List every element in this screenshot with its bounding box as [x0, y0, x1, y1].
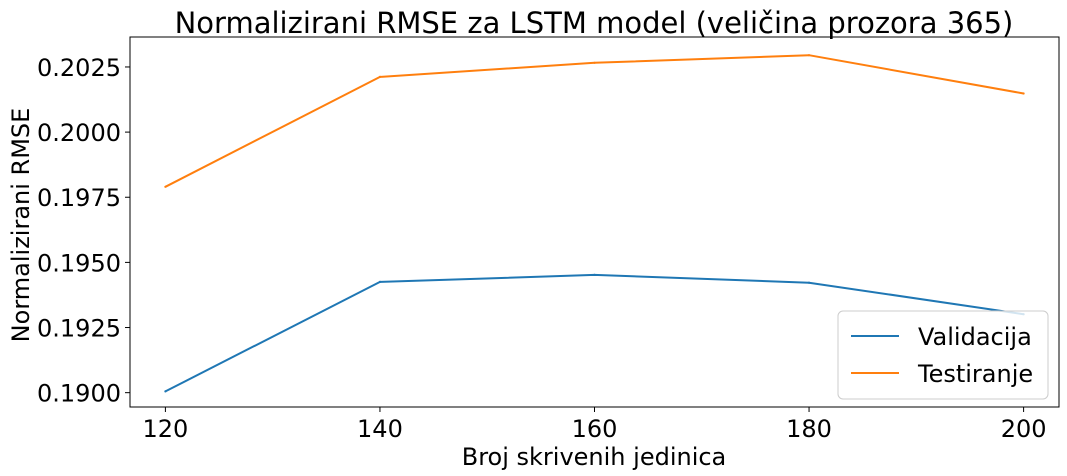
plot-area: 120 140 160 180 200 0.1900 0.1925 0.1950 0.1975 0…: [37, 36, 1060, 443]
legend: Validacija Testiranje: [837, 310, 1049, 400]
legend-label-testiranje: Testiranje: [917, 360, 1033, 388]
series-line-testiranje: [164, 54, 1024, 188]
legend-box: [837, 310, 1049, 400]
data-point-testiranje: [1022, 92, 1025, 95]
y-tick-label: 0.1925: [37, 315, 121, 343]
data-point-validacija: [164, 390, 167, 393]
x-tick-label: 200: [1001, 415, 1047, 443]
y-axis-label: Normalizirani RMSE: [7, 108, 35, 343]
data-point-testiranje: [378, 75, 382, 78]
data-point-validacija: [378, 280, 382, 283]
y-tick-label: 0.2025: [37, 54, 121, 82]
chart-title: Normalizirani RMSE za LSTM model (veliči…: [175, 6, 1014, 40]
x-tick-label: 160: [572, 415, 618, 443]
x-axis-label: Broj skrivenih jedinica: [462, 443, 727, 471]
y-tick-label: 0.1900: [37, 380, 121, 408]
data-point-testiranje: [807, 54, 811, 57]
x-tick-label: 120: [142, 415, 188, 443]
x-tick-label: 180: [786, 415, 832, 443]
data-point-validacija: [807, 281, 811, 284]
y-tick-label: 0.1950: [37, 249, 121, 277]
legend-label-validacija: Validacija: [918, 323, 1032, 351]
data-point-testiranje: [593, 61, 596, 64]
data-point-validacija: [593, 273, 596, 276]
x-tick-label: 140: [357, 415, 403, 443]
y-tick-label: 0.1975: [37, 184, 121, 212]
data-point-testiranje: [164, 185, 167, 188]
y-tick-label: 0.2000: [37, 119, 121, 147]
